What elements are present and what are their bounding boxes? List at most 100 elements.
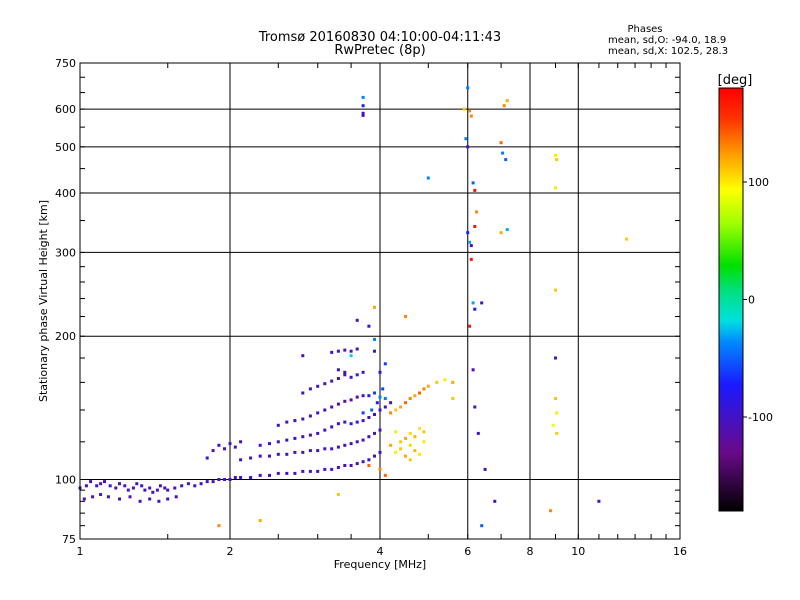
data-point — [140, 484, 144, 488]
data-point — [316, 449, 320, 453]
data-point — [361, 104, 365, 108]
data-point — [293, 450, 297, 454]
data-point — [155, 488, 159, 492]
data-point — [394, 430, 398, 434]
data-point — [373, 337, 376, 341]
data-point — [378, 467, 382, 471]
data-point — [301, 450, 305, 454]
data-point — [555, 158, 559, 162]
data-point — [361, 419, 365, 423]
data-point — [404, 454, 407, 458]
data-point — [148, 497, 152, 501]
data-point — [355, 318, 359, 322]
data-point — [308, 433, 312, 437]
data-point — [106, 495, 110, 499]
data-point — [323, 447, 327, 451]
data-point — [367, 458, 371, 462]
data-point — [330, 379, 334, 383]
data-point — [285, 471, 289, 475]
data-point — [554, 288, 557, 292]
data-point — [316, 469, 320, 473]
data-point — [408, 397, 412, 400]
data-point — [143, 488, 147, 492]
data-point — [361, 113, 365, 117]
data-point — [301, 435, 305, 439]
data-point — [258, 473, 262, 477]
data-point — [499, 231, 503, 235]
data-point — [399, 440, 403, 444]
y-tick-label: 75 — [62, 533, 76, 546]
data-point — [233, 445, 237, 449]
data-point — [373, 454, 376, 458]
data-point — [370, 408, 374, 412]
data-point — [158, 484, 162, 488]
data-point — [330, 350, 334, 354]
data-point — [349, 464, 353, 467]
data-point — [205, 480, 209, 484]
data-point — [381, 387, 385, 391]
data-point — [378, 408, 382, 412]
data-point — [258, 519, 262, 523]
data-point — [239, 476, 243, 479]
data-point — [276, 440, 280, 444]
chart-title: Tromsø 20160830 04:10:00-04:11:43 — [258, 30, 501, 45]
data-point — [217, 443, 221, 447]
data-point — [301, 391, 305, 395]
data-point — [413, 394, 417, 398]
data-point — [383, 362, 387, 366]
data-point — [408, 431, 412, 435]
data-point — [301, 354, 305, 358]
data-point — [268, 473, 271, 477]
data-point — [343, 399, 347, 403]
data-point — [128, 495, 132, 499]
data-point — [468, 324, 471, 328]
y-tick-label: 400 — [55, 187, 76, 200]
data-point — [555, 431, 559, 435]
data-point — [355, 373, 359, 377]
data-point — [268, 454, 271, 458]
x-tick-label: 16 — [673, 545, 687, 558]
data-point — [475, 210, 479, 214]
data-point — [466, 145, 470, 149]
data-point — [468, 109, 471, 113]
data-point — [361, 438, 365, 442]
data-point — [163, 486, 167, 490]
data-point — [103, 480, 106, 484]
data-point — [451, 397, 455, 400]
data-point — [249, 476, 253, 479]
data-point — [383, 405, 387, 409]
grid — [80, 63, 680, 539]
data-point — [343, 370, 347, 374]
data-point — [466, 86, 470, 90]
data-point — [464, 137, 468, 141]
x-tick-label: 8 — [527, 545, 534, 558]
data-point — [239, 440, 243, 444]
x-tick-label: 10 — [571, 545, 585, 558]
data-point — [471, 301, 475, 305]
data-point — [285, 420, 289, 424]
data-point — [84, 484, 88, 488]
data-point — [99, 493, 103, 496]
data-point — [367, 464, 371, 467]
data-point — [404, 315, 407, 318]
data-point — [501, 151, 505, 155]
data-point — [554, 153, 557, 157]
data-point — [95, 484, 99, 488]
chart-subtitle: RwPretec (8p) — [334, 43, 425, 58]
x-tick-label: 2 — [227, 545, 234, 558]
data-point — [625, 237, 629, 241]
data-point — [349, 398, 353, 402]
colorbar-tick-label: -100 — [748, 411, 773, 424]
data-point — [138, 499, 142, 503]
data-point — [268, 442, 271, 446]
data-point — [308, 449, 312, 453]
x-tick-label: 6 — [464, 545, 471, 558]
data-point — [228, 442, 232, 446]
data-point — [473, 225, 477, 228]
data-point — [443, 378, 447, 382]
data-point — [166, 488, 170, 492]
data-point — [367, 324, 371, 328]
data-point — [418, 427, 421, 430]
data-point — [239, 458, 243, 462]
data-point — [383, 397, 387, 400]
